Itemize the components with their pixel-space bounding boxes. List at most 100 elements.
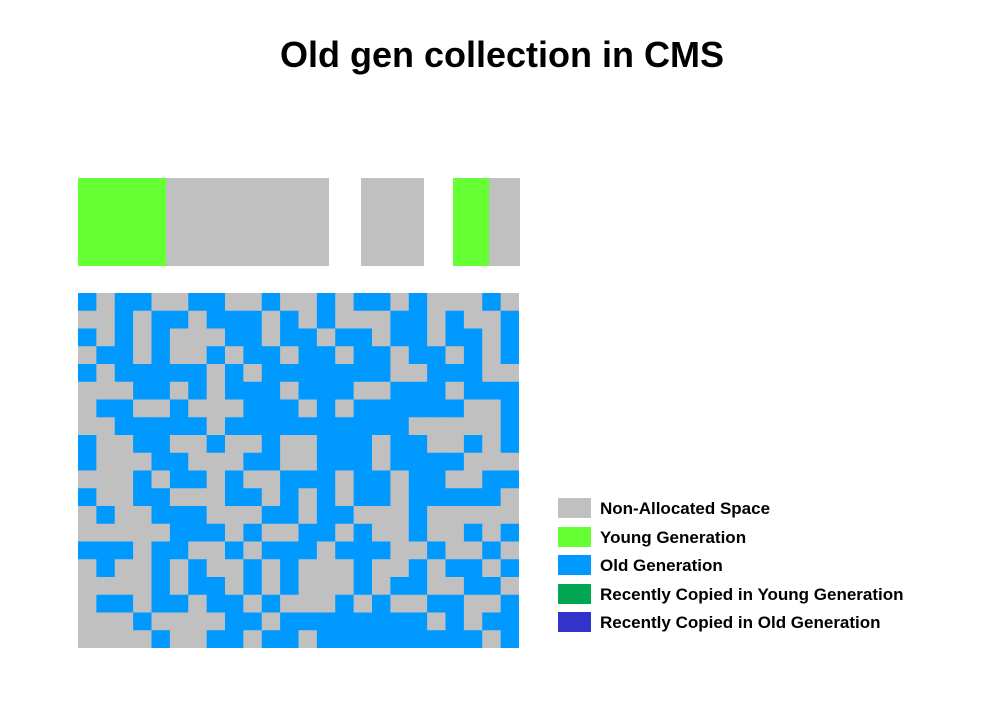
non-allocated-cell [500, 452, 519, 472]
non-allocated-cell [500, 506, 519, 525]
non-allocated-cell [482, 328, 502, 347]
non-allocated-cell [298, 559, 318, 578]
non-allocated-cell [206, 559, 226, 578]
old-generation-cell [445, 559, 465, 578]
non-allocated-cell [133, 399, 153, 418]
old-generation-cell [114, 293, 134, 312]
non-allocated-cell [188, 488, 208, 507]
non-allocated-cell [133, 328, 153, 347]
non-allocated-cell [261, 328, 281, 347]
non-allocated-cell [445, 417, 465, 436]
old-generation-cell [151, 364, 171, 383]
old-generation-cell [372, 399, 391, 418]
non-allocated-cell [114, 470, 134, 489]
old-generation-cell [500, 630, 519, 648]
non-allocated-cell [188, 310, 208, 330]
non-allocated-cell [390, 594, 410, 614]
old-generation-cell [133, 488, 153, 507]
non-allocated-cell [463, 452, 483, 472]
old-generation-cell [78, 488, 97, 507]
old-generation-cell [298, 328, 318, 347]
non-allocated-cell [114, 452, 134, 472]
non-allocated-cell [188, 346, 208, 365]
non-allocated-cell [96, 381, 116, 401]
old-generation-cell [372, 612, 391, 631]
non-allocated-cell [298, 452, 318, 472]
old-generation-cell [280, 630, 300, 648]
non-allocated-cell [243, 293, 263, 312]
old-generation-cell [353, 488, 373, 507]
old-generation-heap-grid [78, 293, 519, 648]
old-generation-cell [298, 417, 318, 436]
non-allocated-cell [463, 293, 483, 312]
old-generation-cell [151, 577, 171, 596]
non-allocated-cell [114, 435, 134, 454]
non-allocated-cell [114, 523, 134, 543]
non-allocated-cell [445, 470, 465, 489]
non-allocated-cell [225, 577, 244, 596]
non-allocated-cell [78, 594, 97, 614]
old-generation-cell [169, 452, 189, 472]
old-generation-cell [316, 417, 336, 436]
old-generation-cell [390, 328, 410, 347]
non-allocated-cell [225, 293, 244, 312]
non-allocated-cell [96, 523, 116, 543]
old-generation-cell [372, 417, 391, 436]
non-allocated-cell [316, 559, 336, 578]
old-generation-cell [261, 381, 281, 401]
non-allocated-cell [445, 346, 465, 365]
old-generation-cell [188, 506, 208, 525]
old-generation-cell [151, 559, 171, 578]
legend-label: Recently Copied in Old Generation [600, 613, 881, 632]
non-allocated-cell [114, 577, 134, 596]
survivor-region-1 [361, 178, 424, 266]
old-generation-cell [463, 364, 483, 383]
non-allocated-cell [133, 346, 153, 365]
non-allocated-cell [225, 559, 244, 578]
old-generation-cell [169, 470, 189, 489]
old-generation-cell [427, 470, 447, 489]
non-allocated-cell [169, 577, 189, 596]
non-allocated-cell [96, 470, 116, 489]
old-generation-cell [96, 559, 116, 578]
old-generation-cell [151, 435, 171, 454]
old-generation-cell [151, 310, 171, 330]
old-generation-cell [96, 346, 116, 365]
non-allocated-cell [463, 506, 483, 525]
old-generation-cell [427, 630, 447, 648]
old-generation-cell [206, 310, 226, 330]
old-generation-cell [500, 470, 519, 489]
non-allocated-cell [133, 310, 153, 330]
non-allocated-cell [188, 435, 208, 454]
old-generation-cell [151, 452, 171, 472]
old-generation-cell [390, 399, 410, 418]
old-generation-cell [280, 577, 300, 596]
non-allocated-cell [96, 435, 116, 454]
old-generation-cell [482, 381, 502, 401]
non-allocated-cell [427, 435, 447, 454]
non-allocated-cell [482, 506, 502, 525]
old-generation-cell [445, 630, 465, 648]
old-generation-cell [445, 612, 465, 631]
non-allocated-cell [390, 506, 410, 525]
non-allocated-cell [133, 577, 153, 596]
old-generation-cell [463, 523, 483, 543]
non-allocated-cell [169, 346, 189, 365]
old-generation-cell [225, 364, 244, 383]
non-allocated-cell [298, 293, 318, 312]
old-generation-cell [114, 399, 134, 418]
old-generation-cell [500, 612, 519, 631]
non-allocated-cell [445, 435, 465, 454]
old-generation-cell [261, 364, 281, 383]
non-allocated-cell [390, 541, 410, 560]
non-allocated-cell [133, 541, 153, 560]
old-generation-cell [353, 541, 373, 560]
old-generation-cell [500, 381, 519, 401]
non-allocated-cell [78, 399, 97, 418]
non-allocated-cell [78, 346, 97, 365]
old-generation-cell [261, 594, 281, 614]
old-generation-cell [133, 470, 153, 489]
non-allocated-cell [169, 435, 189, 454]
non-allocated-cell [114, 559, 134, 578]
old-generation-cell [243, 417, 263, 436]
